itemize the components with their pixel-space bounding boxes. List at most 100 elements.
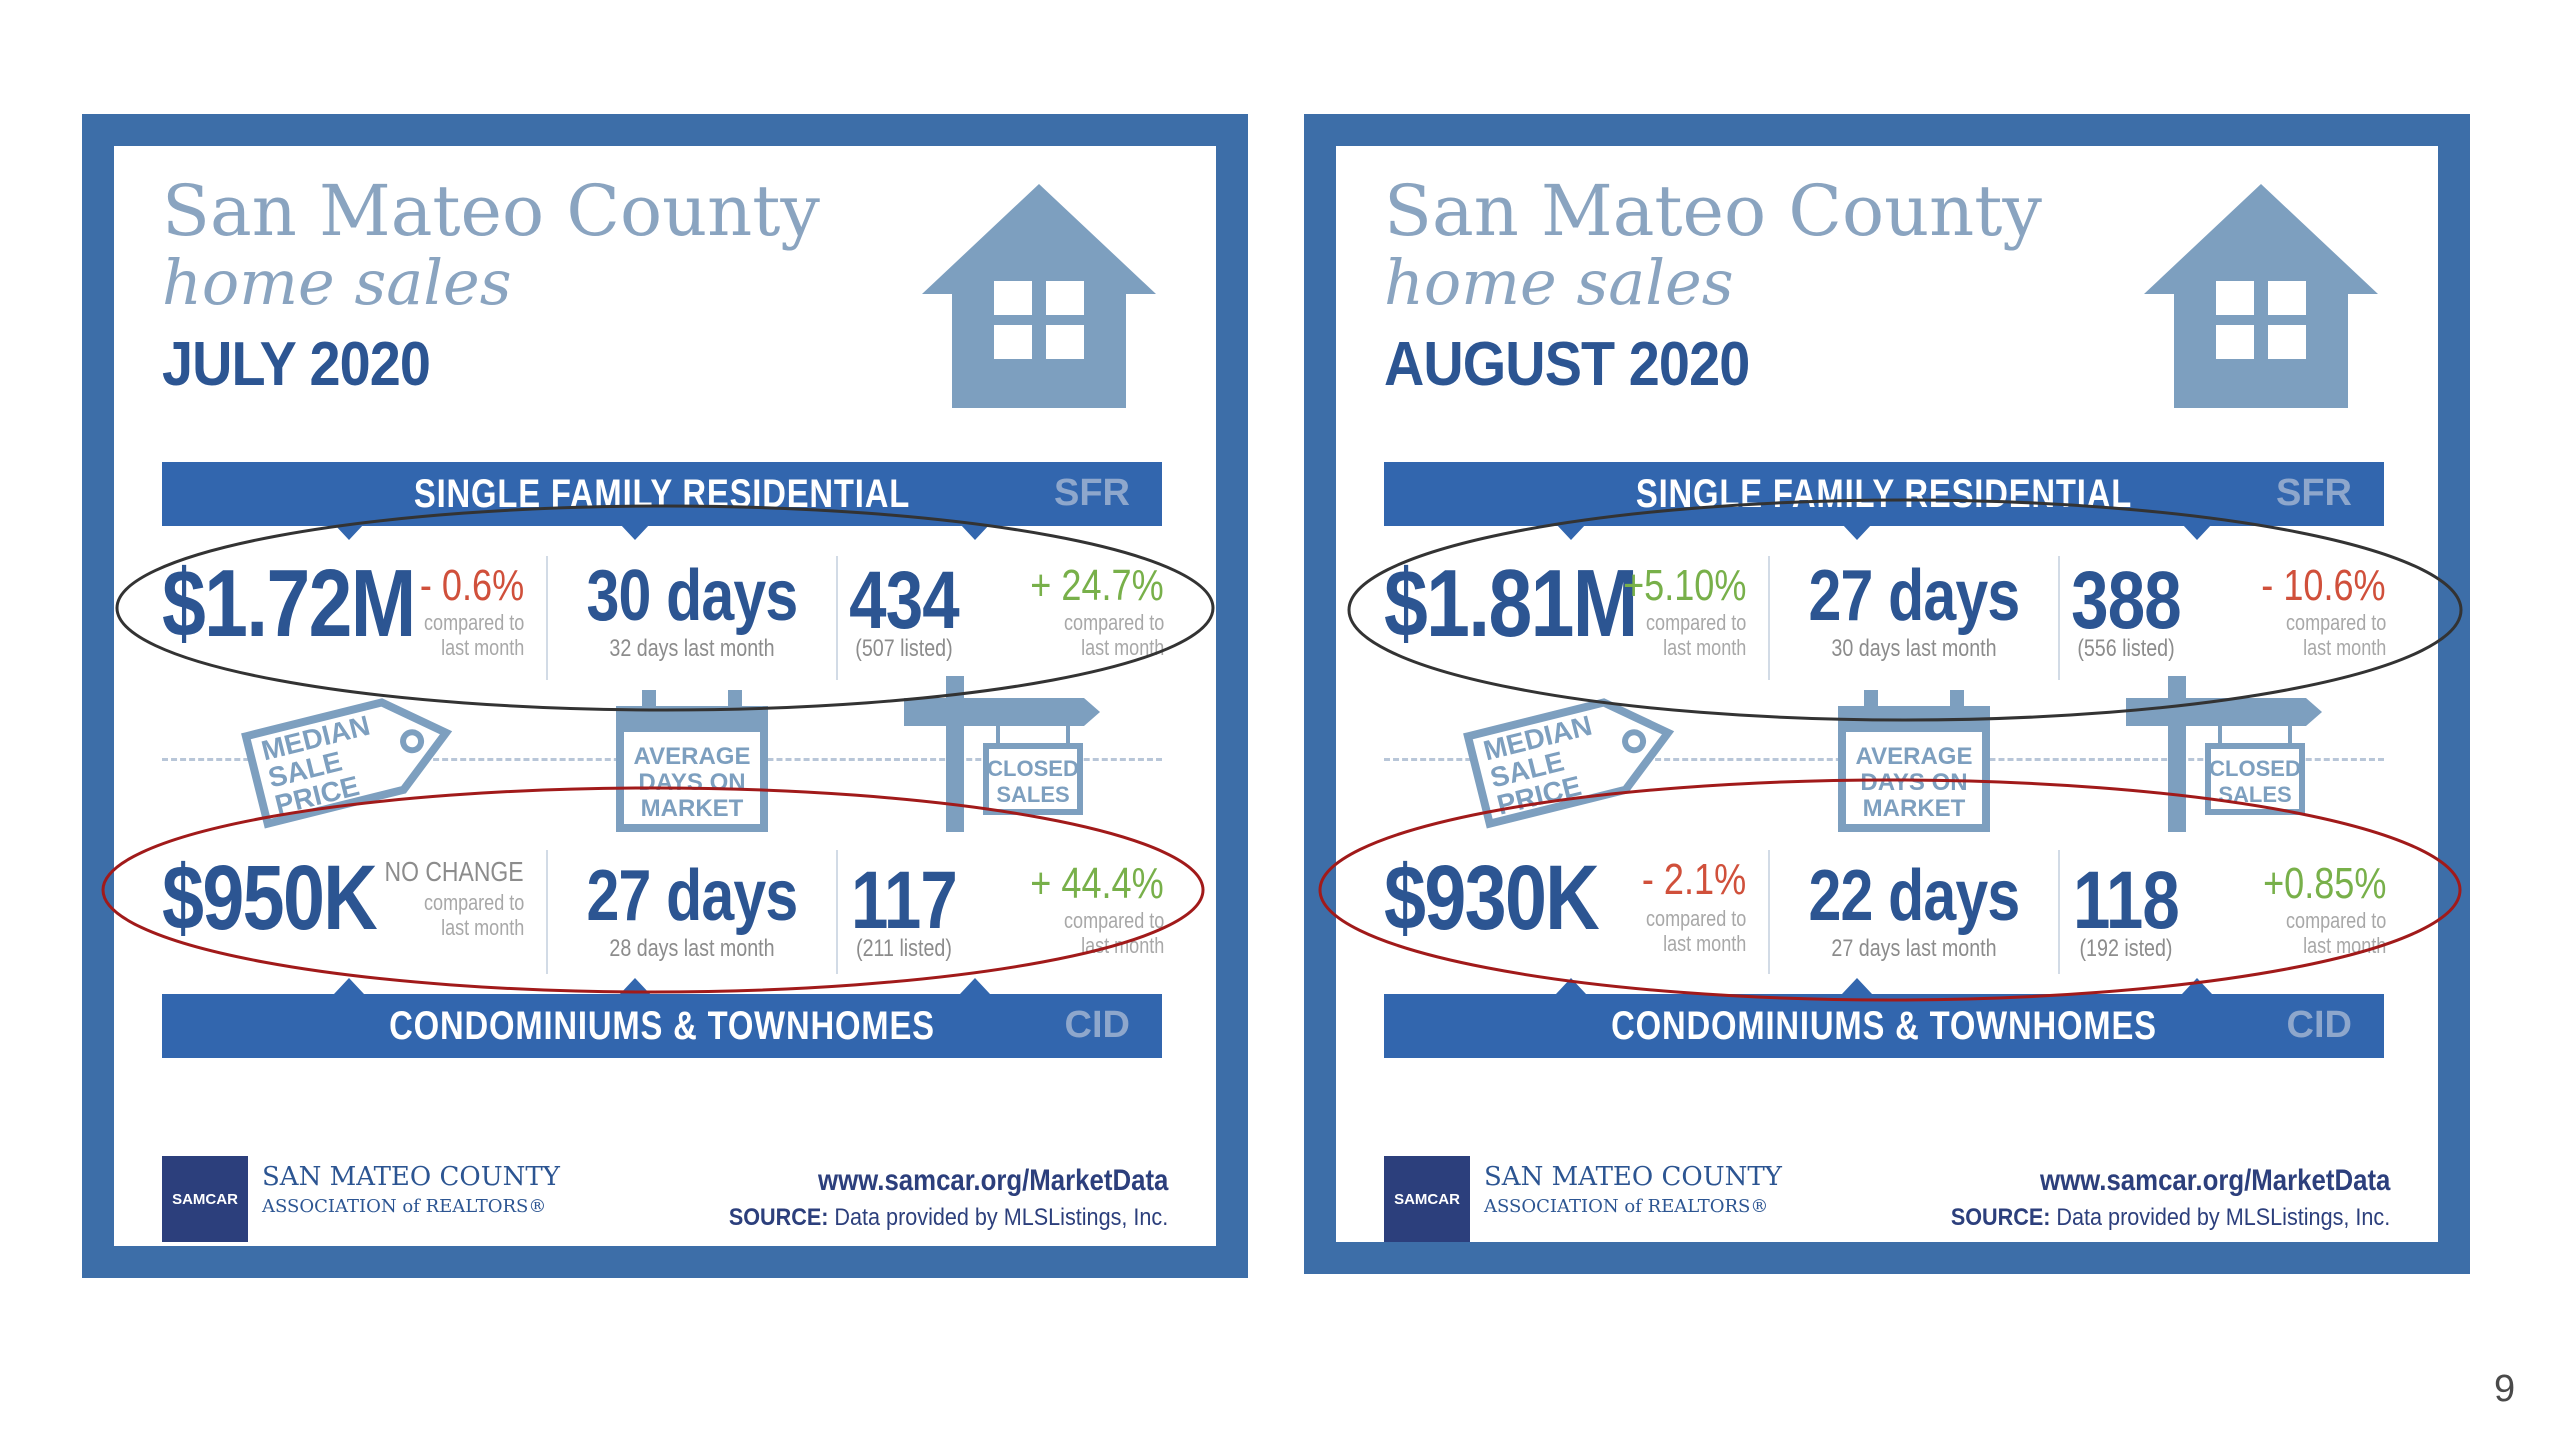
infographic-july-2020: San Mateo County home sales JULY 2020 SI… <box>82 114 1248 1278</box>
pointer-icon <box>1556 978 1586 994</box>
sfr-price-change: +5.10% <box>1622 561 1746 610</box>
svg-text:DAYS ON: DAYS ON <box>1860 769 1967 796</box>
samcar-logo: SAMCAR <box>1384 1156 1470 1242</box>
sfr-price-change: - 0.6% <box>419 561 524 610</box>
svg-text:CLOSED: CLOSED <box>2209 756 2301 781</box>
market-data-link[interactable]: www.samcar.org/MarketData <box>817 1164 1168 1197</box>
month-title: AUGUST 2020 <box>1384 330 1750 399</box>
subtitle: home sales <box>1384 246 1734 319</box>
svg-text:DAYS ON: DAYS ON <box>638 769 745 796</box>
county-title: San Mateo County <box>1384 170 2042 252</box>
cid-listed: (192 isted) <box>2079 935 2173 962</box>
cid-days-on-market: 27 days <box>586 856 799 936</box>
sfr-sales-compare: compared to last month <box>1063 610 1164 661</box>
cid-days-last-month: 28 days last month <box>609 935 775 962</box>
source-note: SOURCE: Data provided by MLSListings, In… <box>729 1204 1168 1232</box>
divider <box>1768 850 1770 974</box>
cid-median-price: $950K <box>162 847 378 949</box>
divider <box>546 556 548 680</box>
sign-post-icon: CLOSED SALES <box>904 676 1100 832</box>
source-text: Data provided by MLSListings, Inc. <box>2056 1204 2390 1231</box>
cid-days-on-market: 22 days <box>1808 856 2021 936</box>
cid-listed: (211 listed) <box>856 935 952 962</box>
sfr-band: SINGLE FAMILY RESIDENTIAL SFR <box>1384 462 2384 526</box>
pointer-icon <box>334 524 364 540</box>
cid-closed-sales: 117 <box>850 855 958 946</box>
pointer-icon <box>620 978 650 994</box>
org-subtitle: ASSOCIATION of REALTORS® <box>262 1196 547 1217</box>
infographic-card: San Mateo County home sales JULY 2020 SI… <box>114 146 1216 1246</box>
cid-price-compare: compared to last month <box>1645 906 1746 957</box>
cid-price-change: NO CHANGE <box>384 856 524 887</box>
sfr-days-last-month: 32 days last month <box>609 635 775 662</box>
price-tag-icon: MEDIAN SALE PRICE <box>1463 698 1675 829</box>
pointer-icon <box>334 978 364 994</box>
pointer-icon <box>620 524 650 540</box>
svg-text:MARKET: MARKET <box>1863 795 1966 822</box>
sfr-listed: (556 listed) <box>2077 635 2175 662</box>
svg-text:MARKET: MARKET <box>641 795 744 822</box>
pointer-icon <box>2182 524 2212 540</box>
pointer-icon <box>2182 978 2212 994</box>
sfr-row-ellipse-left <box>115 504 1215 712</box>
sfr-band-label: SINGLE FAMILY RESIDENTIAL <box>1635 472 2133 516</box>
pointer-icon <box>1842 978 1872 994</box>
cid-band: CONDOMINIUMS & TOWNHOMES CID <box>162 994 1162 1058</box>
sfr-closed-sales: 434 <box>849 555 960 646</box>
divider <box>2058 850 2060 974</box>
source-label: SOURCE: <box>1950 1204 2051 1231</box>
cid-closed-sales: 118 <box>2072 855 2180 946</box>
pointer-icon <box>960 524 990 540</box>
sfr-price-compare: compared to last month <box>423 610 524 661</box>
cid-band-label: CONDOMINIUMS & TOWNHOMES <box>389 1004 935 1048</box>
infographic-august-2020: San Mateo County home sales AUGUST 2020 … <box>1304 114 2470 1274</box>
pointer-icon <box>1842 524 1872 540</box>
sfr-median-price: $1.81M <box>1384 550 1638 657</box>
cid-sales-change: +0.85% <box>2262 859 2386 908</box>
sfr-closed-sales: 388 <box>2071 555 2182 646</box>
samcar-logo: SAMCAR <box>162 1156 248 1242</box>
house-icon <box>922 184 1156 408</box>
cid-sales-change: + 44.4% <box>1030 859 1164 908</box>
sfr-listed: (507 listed) <box>855 635 953 662</box>
source-label: SOURCE: <box>728 1204 829 1231</box>
divider <box>836 556 838 680</box>
subtitle: home sales <box>162 246 512 319</box>
sfr-band-code: SFR <box>1054 472 1130 514</box>
page-number: 9 <box>2494 1368 2516 1410</box>
sfr-band-code: SFR <box>2276 472 2352 514</box>
sfr-band-label: SINGLE FAMILY RESIDENTIAL <box>413 472 911 516</box>
price-tag-icon: MEDIAN SALE PRICE <box>241 698 453 829</box>
svg-text:SALES: SALES <box>996 782 1069 807</box>
cid-band-label: CONDOMINIUMS & TOWNHOMES <box>1611 1004 2157 1048</box>
sfr-price-compare: compared to last month <box>1645 610 1746 661</box>
cid-band-code: CID <box>1064 1004 1130 1046</box>
svg-text:CLOSED: CLOSED <box>987 756 1079 781</box>
cid-sales-compare: compared to last month <box>1063 908 1164 959</box>
sfr-row-ellipse-right <box>1347 498 2463 722</box>
month-title: JULY 2020 <box>162 330 431 399</box>
sfr-sales-change: - 10.6% <box>2261 561 2386 610</box>
calendar-icon: AVERAGE DAYS ON MARKET <box>1838 690 1990 832</box>
org-subtitle: ASSOCIATION of REALTORS® <box>1484 1196 1769 1217</box>
source-text: Data provided by MLSListings, Inc. <box>834 1204 1168 1231</box>
sfr-sales-compare: compared to last month <box>2285 610 2386 661</box>
cid-row-ellipse-left <box>101 786 1205 994</box>
sfr-days-on-market: 30 days <box>586 556 799 636</box>
sfr-band: SINGLE FAMILY RESIDENTIAL SFR <box>162 462 1162 526</box>
source-note: SOURCE: Data provided by MLSListings, In… <box>1951 1204 2390 1232</box>
market-data-link[interactable]: www.samcar.org/MarketData <box>2039 1164 2390 1197</box>
cid-sales-compare: compared to last month <box>2285 908 2386 959</box>
cid-price-compare: compared to last month <box>423 890 524 941</box>
sfr-sales-change: + 24.7% <box>1030 561 1164 610</box>
cid-row-ellipse-right <box>1318 778 2462 1002</box>
sfr-median-price: $1.72M <box>162 550 416 657</box>
pointer-icon <box>1556 524 1586 540</box>
org-name: SAN MATEO COUNTY <box>1484 1162 1782 1192</box>
cid-band-code: CID <box>2286 1004 2352 1046</box>
cid-days-last-month: 27 days last month <box>1831 935 1997 962</box>
cid-median-price: $930K <box>1384 847 1600 949</box>
sfr-days-last-month: 30 days last month <box>1831 635 1997 662</box>
svg-text:AVERAGE: AVERAGE <box>634 743 751 770</box>
county-title: San Mateo County <box>162 170 820 252</box>
